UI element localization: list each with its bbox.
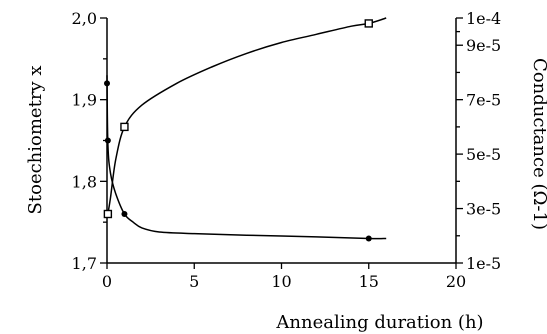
x-tick-label: 15 — [359, 272, 379, 291]
y-right-tick-label: 9e-5 — [466, 36, 501, 55]
y-left-tick-label: 1,9 — [72, 91, 97, 110]
x-tick-label: 0 — [102, 272, 112, 291]
series-1-marker — [121, 211, 128, 217]
series-1-line — [106, 75, 387, 240]
y-right-tick-label: 5e-5 — [466, 145, 501, 164]
y-right-axis-title: Conductance (Ω-1) — [529, 58, 547, 230]
series-1-marker — [104, 80, 110, 87]
y-left-tick-label: 1,7 — [72, 254, 97, 273]
x-tick-label: 5 — [189, 272, 199, 291]
y-left-tick-label: 1,8 — [72, 172, 97, 191]
series-2-line — [107, 17, 387, 215]
series-layer — [103, 17, 387, 242]
y-right-tick-label: 7e-5 — [466, 91, 501, 110]
x-axis-title: Annealing duration (h) — [275, 312, 483, 333]
x-tick-label: 20 — [446, 272, 466, 291]
axes — [106, 18, 457, 264]
series-1-marker — [365, 235, 372, 242]
series-1-marker — [104, 137, 111, 144]
x-tick-label: 10 — [271, 272, 291, 291]
y-right-tick-label: 1e-4 — [466, 9, 501, 28]
y-left-axis-title: Stoechiometry x — [25, 66, 46, 215]
ticks: 0 5 10 15 20 1,7 1,8 1,9 2,0 1e-5 3e-5 5e-5 7e-5 9e-5… — [72, 9, 502, 291]
series-2-marker — [120, 122, 129, 132]
y-right-tick-label: 1e-5 — [466, 254, 501, 273]
series-2-marker — [103, 209, 113, 219]
y-right-tick-label: 3e-5 — [466, 200, 501, 219]
series-2-marker — [364, 19, 373, 28]
y-left-tick-label: 2,0 — [72, 9, 97, 28]
